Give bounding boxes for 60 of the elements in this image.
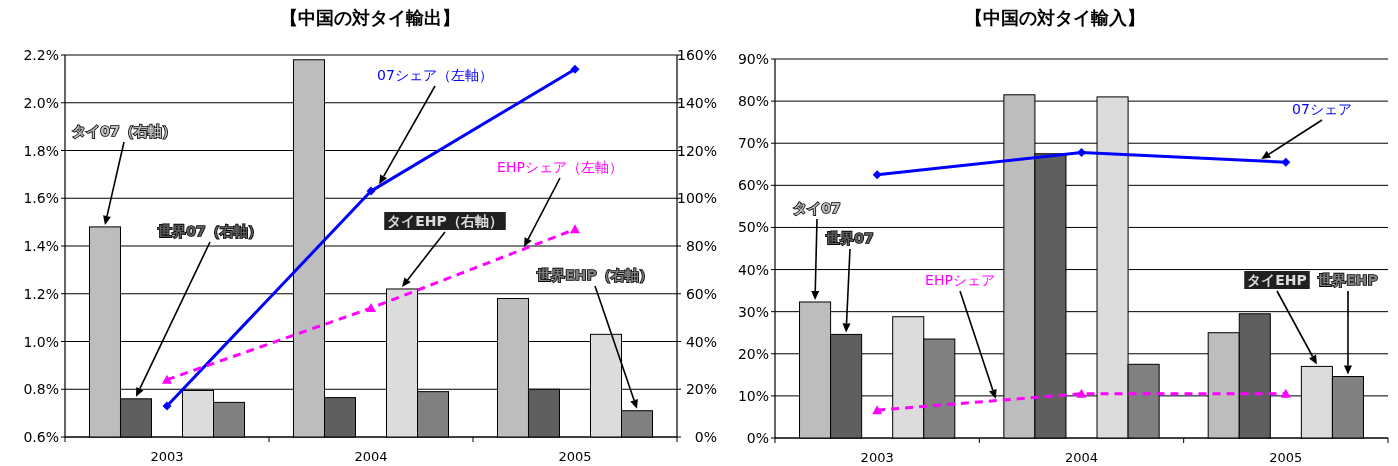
y-tick-label: 90% [737,51,769,67]
text: 世界EHP [1317,272,1378,288]
text: EHPシェア [925,272,995,288]
y2-tick-label: 40% [685,333,717,350]
x-tick-label: 2004 [354,449,388,464]
chart-title: 【中国の対タイ輸出】 [280,7,460,28]
y2-tick-label: 120% [676,142,717,159]
text: タイEHP（右軸） [387,213,503,229]
y-tick-label: 1.2% [23,285,59,302]
point [162,401,172,411]
text: 07シェア [1292,101,1352,117]
text: タイ07（右軸） [72,123,176,139]
y-tick-label: 1.4% [23,238,59,254]
y-tick-label: 20% [737,345,769,362]
y2-tick-label: 100% [676,190,717,207]
x-tick-label: 2003 [860,450,894,465]
text: 世界07 [825,230,874,246]
point [1076,388,1087,398]
y2-tick-label: 0% [694,429,717,445]
y-tick-label: 30% [737,303,769,320]
point [162,374,172,384]
x-tick-label: 2005 [1269,450,1303,465]
y-tick-label: 60% [737,177,769,194]
y-tick-label: 2.2% [23,47,59,63]
y2-tick-label: 20% [685,381,717,398]
point [872,170,882,180]
point [570,64,580,74]
text: タイEHP [1247,272,1307,288]
y2-tick-label: 140% [676,94,717,111]
y-tick-label: 1.8% [23,142,59,159]
text: タイ07 [793,200,841,216]
y-tick-label: 1.0% [23,333,59,350]
point [366,303,376,313]
text: EHPシェア（左軸） [497,159,623,175]
chart-title: 【中国の対タイ輸入】 [965,7,1145,28]
y-tick-label: 0.6% [23,429,59,445]
point [1280,388,1291,398]
y-tick-label: 80% [737,93,769,110]
point [872,405,883,415]
x-tick-label: 2005 [558,449,592,464]
y-tick-label: 2.0% [23,94,59,111]
y-tick-label: 50% [737,219,769,236]
text: 世界07（右軸） [157,223,262,239]
y-tick-label: 0% [746,430,769,446]
y-tick-label: 70% [737,135,769,152]
y2-tick-label: 60% [685,285,717,302]
y-tick-label: 40% [737,261,769,278]
y2-tick-label: 160% [676,47,717,63]
x-tick-label: 2004 [1064,450,1099,465]
point [1077,147,1086,157]
point [366,186,376,196]
text: 07シェア（左軸） [377,67,493,83]
text: 世界EHP（右軸） [536,267,653,283]
x-tick-label: 2003 [150,449,184,464]
point [570,224,580,234]
y2-tick-label: 80% [685,238,717,254]
y-tick-label: 10% [737,387,769,404]
y-tick-label: 1.6% [23,190,59,207]
point [1281,157,1291,167]
y-tick-label: 0.8% [23,381,59,398]
